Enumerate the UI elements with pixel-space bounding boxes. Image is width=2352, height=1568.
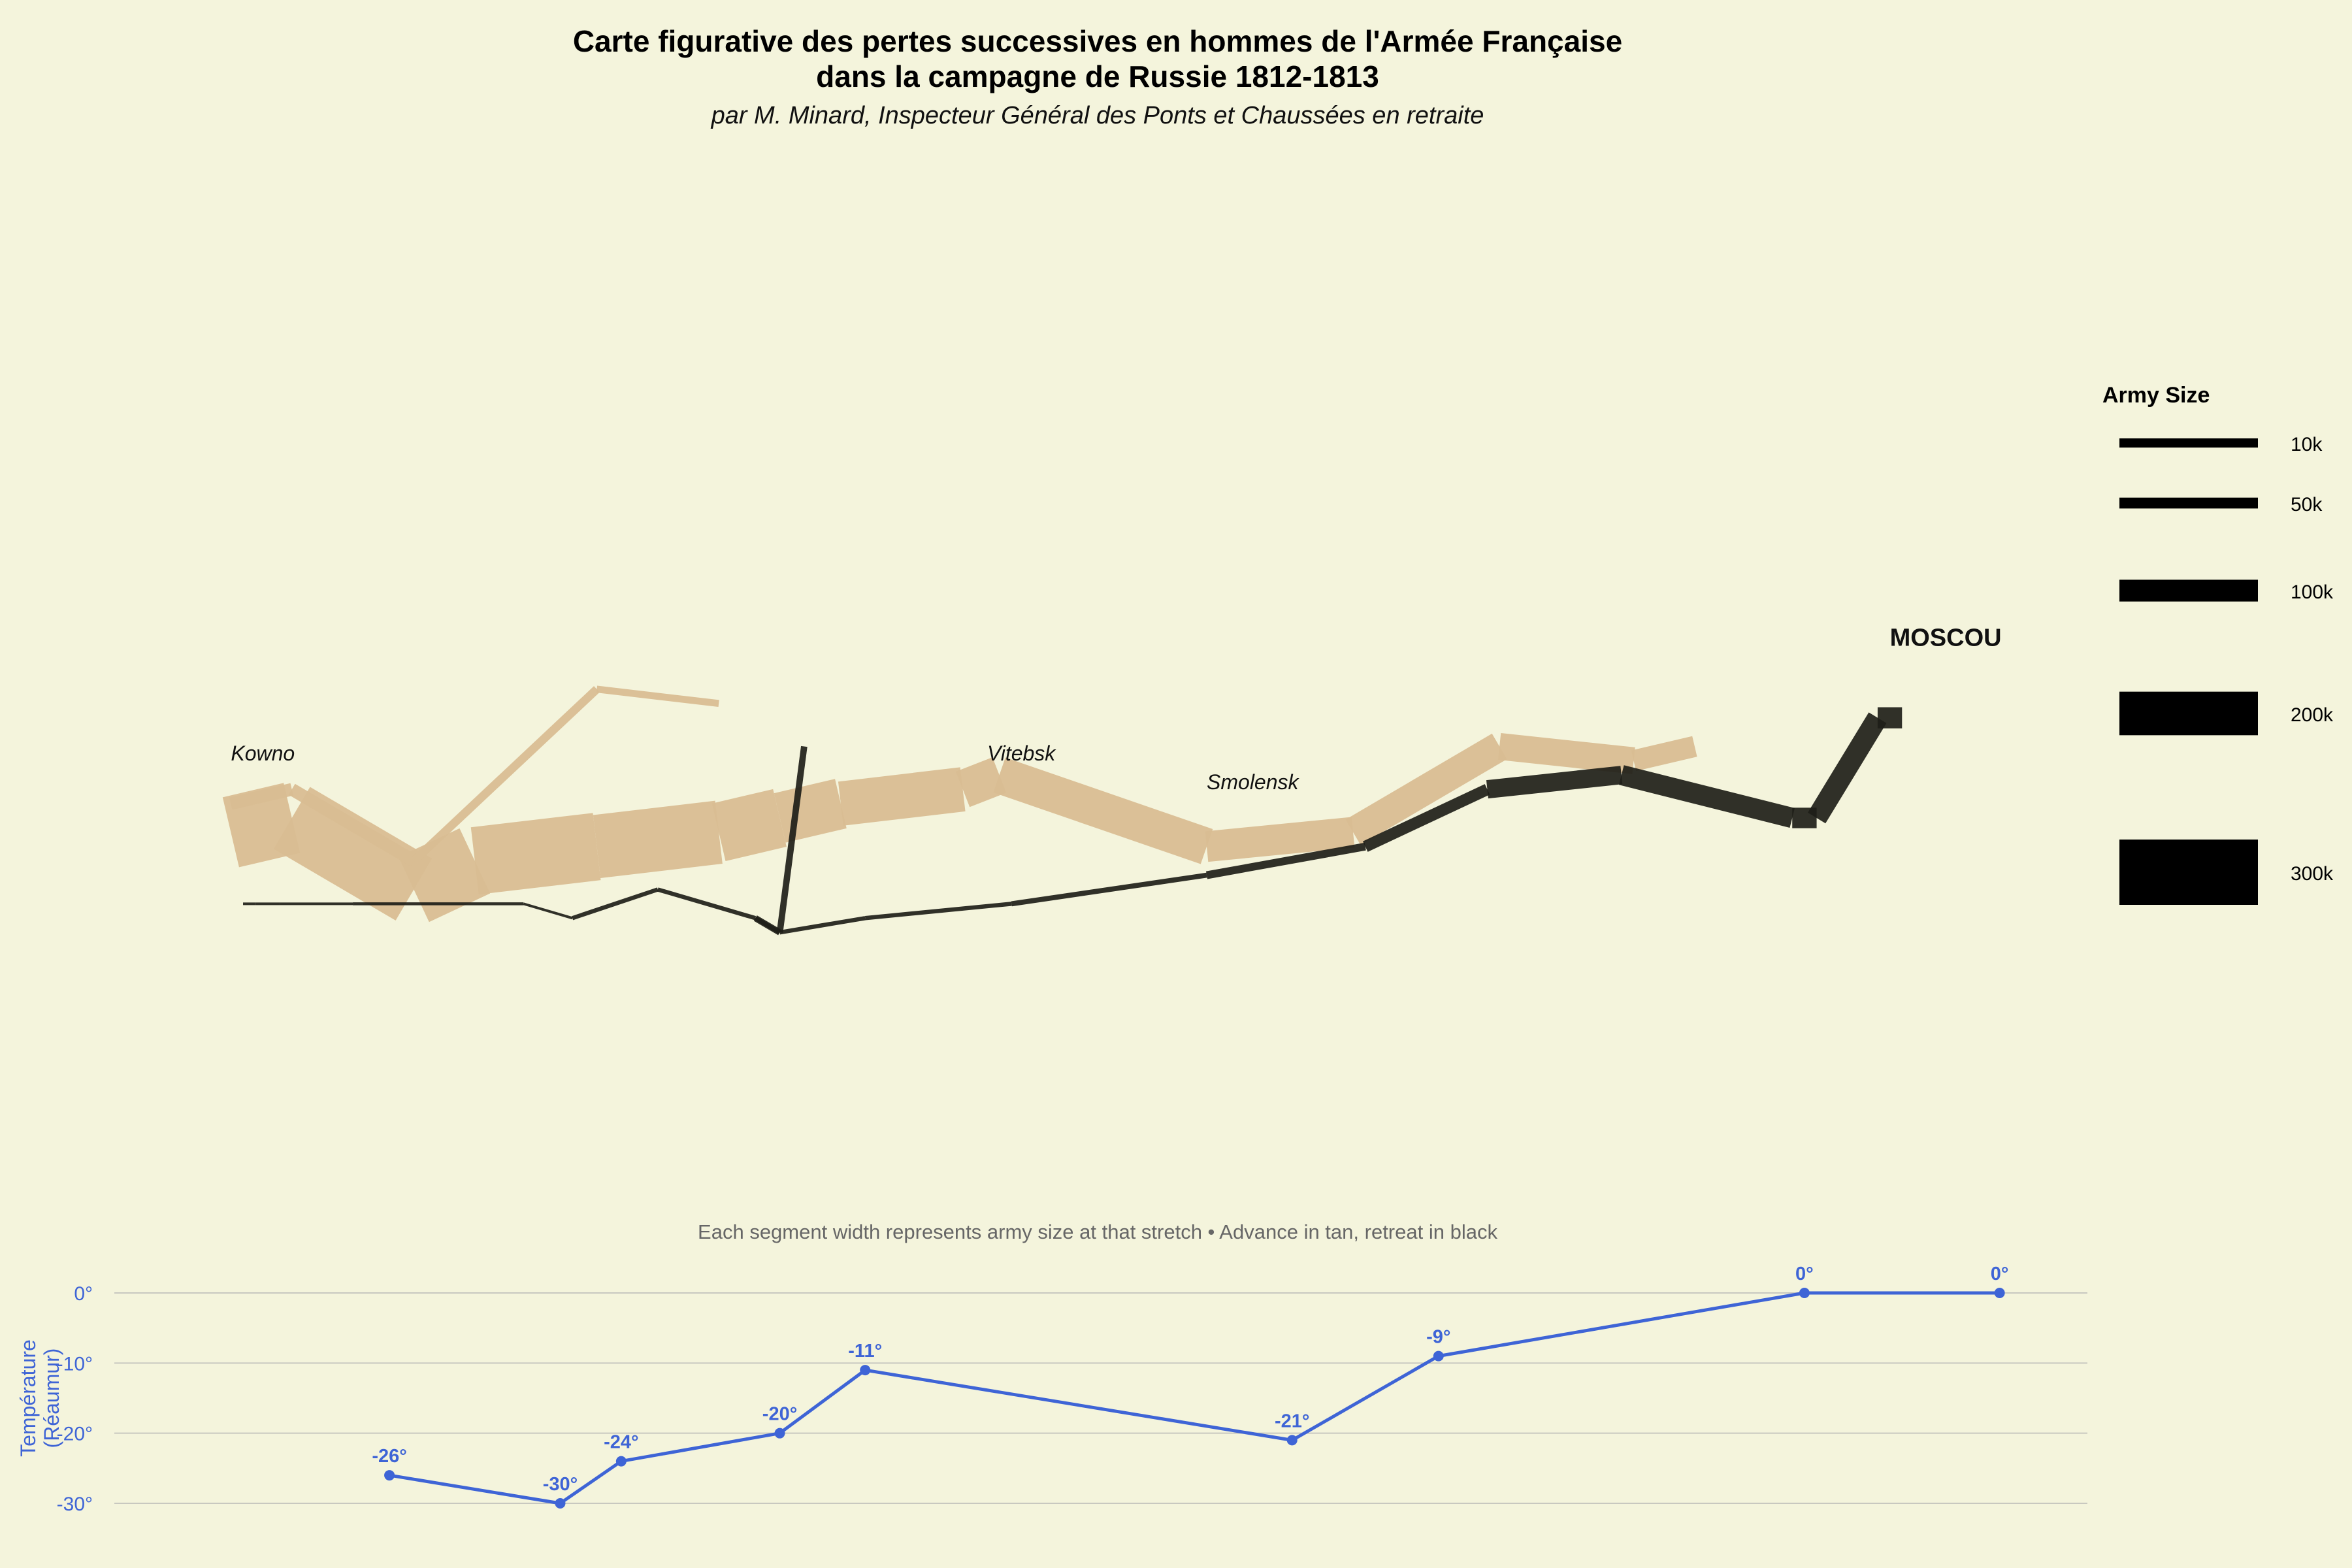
advance-segment xyxy=(1345,733,1507,845)
temperature-label: -21° xyxy=(1275,1411,1310,1431)
temperature-point xyxy=(384,1470,395,1481)
temperature-point xyxy=(1286,1435,1298,1446)
advance-segment xyxy=(774,779,847,843)
advance-segment xyxy=(1631,736,1697,772)
advance-segment xyxy=(229,783,293,810)
chart-title: Carte figurative des pertes successives … xyxy=(0,24,2195,94)
retreat-segment xyxy=(1808,712,1887,824)
retreat-segment xyxy=(1619,765,1795,828)
legend-swatch xyxy=(2119,691,2258,736)
temperature-label: -26° xyxy=(372,1446,407,1467)
retreat-segment xyxy=(572,887,659,921)
advance-segment xyxy=(1205,817,1355,862)
chart-subtitle: par M. Minard, Inspecteur Général des Po… xyxy=(711,102,1484,129)
advance-segment xyxy=(399,828,491,923)
chart-caption: Each segment width represents army size … xyxy=(698,1220,1497,1243)
retreat-segment xyxy=(864,902,1012,921)
retreat-segment xyxy=(753,915,781,936)
city-label: MOSCOU xyxy=(1890,625,2002,652)
flow-layer xyxy=(222,685,1903,936)
temperature-chart: 0° -10° -20° -30° Température(Réaumur) -26° -3… xyxy=(16,1264,2087,1515)
legend-swatch xyxy=(2119,580,2258,602)
retreat-segment xyxy=(1486,766,1623,799)
retreat-segment xyxy=(1011,872,1207,907)
temperature-point xyxy=(555,1498,566,1509)
temperature-axis-label: Température(Réaumur) xyxy=(16,1339,63,1457)
legend-label: 10k xyxy=(2291,434,2323,455)
advance-segment xyxy=(838,767,966,826)
advance-segment xyxy=(222,783,301,868)
city-labels: Kowno Vitebsk Smolensk MOSCOU xyxy=(231,625,2001,794)
legend-label: 200k xyxy=(2291,704,2334,726)
legend-title: Army Size xyxy=(2102,383,2210,408)
retreat-segment xyxy=(776,745,808,933)
temperature-label: -9° xyxy=(1426,1327,1450,1348)
temperature-tick-label: -20° xyxy=(57,1424,93,1445)
title-line-2: dans la campagne de Russie 1812-1813 xyxy=(816,59,1379,93)
temperature-label: -24° xyxy=(604,1432,639,1453)
city-label: Smolensk xyxy=(1207,770,1300,794)
legend-swatch xyxy=(2119,438,2258,448)
temperature-point xyxy=(615,1456,627,1467)
temperature-point xyxy=(1433,1350,1444,1362)
temperature-label: -20° xyxy=(762,1404,798,1425)
city-label: Kowno xyxy=(231,742,295,765)
legend: Army Size 10k 50k 100k 200k 300k xyxy=(2102,383,2334,905)
legend-label: 50k xyxy=(2291,494,2323,515)
temperature-point xyxy=(860,1365,871,1376)
temperature-tick-label: -30° xyxy=(57,1494,93,1515)
city-label: Vitebsk xyxy=(987,742,1056,765)
legend-swatch xyxy=(2119,497,2258,509)
temperature-point xyxy=(1994,1288,2005,1298)
advance-segment xyxy=(711,789,787,861)
temperature-point xyxy=(774,1428,785,1439)
temperature-label: -30° xyxy=(543,1474,578,1495)
advance-segment xyxy=(470,813,601,895)
retreat-segment xyxy=(779,916,866,935)
temperature-tick-label: 0° xyxy=(74,1283,93,1305)
temperature-line xyxy=(389,1291,2000,1505)
advance-segment xyxy=(410,686,600,864)
advance-segment xyxy=(956,757,1007,808)
legend-label: 300k xyxy=(2291,863,2334,885)
advance-segment xyxy=(593,800,723,878)
temperature-point xyxy=(1799,1288,1810,1298)
retreat-segment xyxy=(657,887,757,921)
legend-swatch xyxy=(2119,840,2258,905)
temperature-tick-label: -10° xyxy=(57,1353,93,1375)
temperature-label: 0° xyxy=(1991,1264,2009,1284)
advance-segment xyxy=(596,685,719,708)
advance-segment xyxy=(993,757,1213,864)
title-line-1: Carte figurative des pertes successives … xyxy=(572,24,1623,58)
retreat-segment xyxy=(1362,784,1490,852)
advance-segment xyxy=(273,787,433,921)
advance-segment xyxy=(1497,733,1635,774)
legend-label: 100k xyxy=(2291,581,2334,603)
advance-segment xyxy=(288,783,417,867)
retreat-segment xyxy=(1205,842,1366,879)
temperature-label: 0° xyxy=(1795,1264,1814,1284)
retreat-segment xyxy=(523,902,573,920)
temperature-label: -11° xyxy=(848,1341,882,1362)
